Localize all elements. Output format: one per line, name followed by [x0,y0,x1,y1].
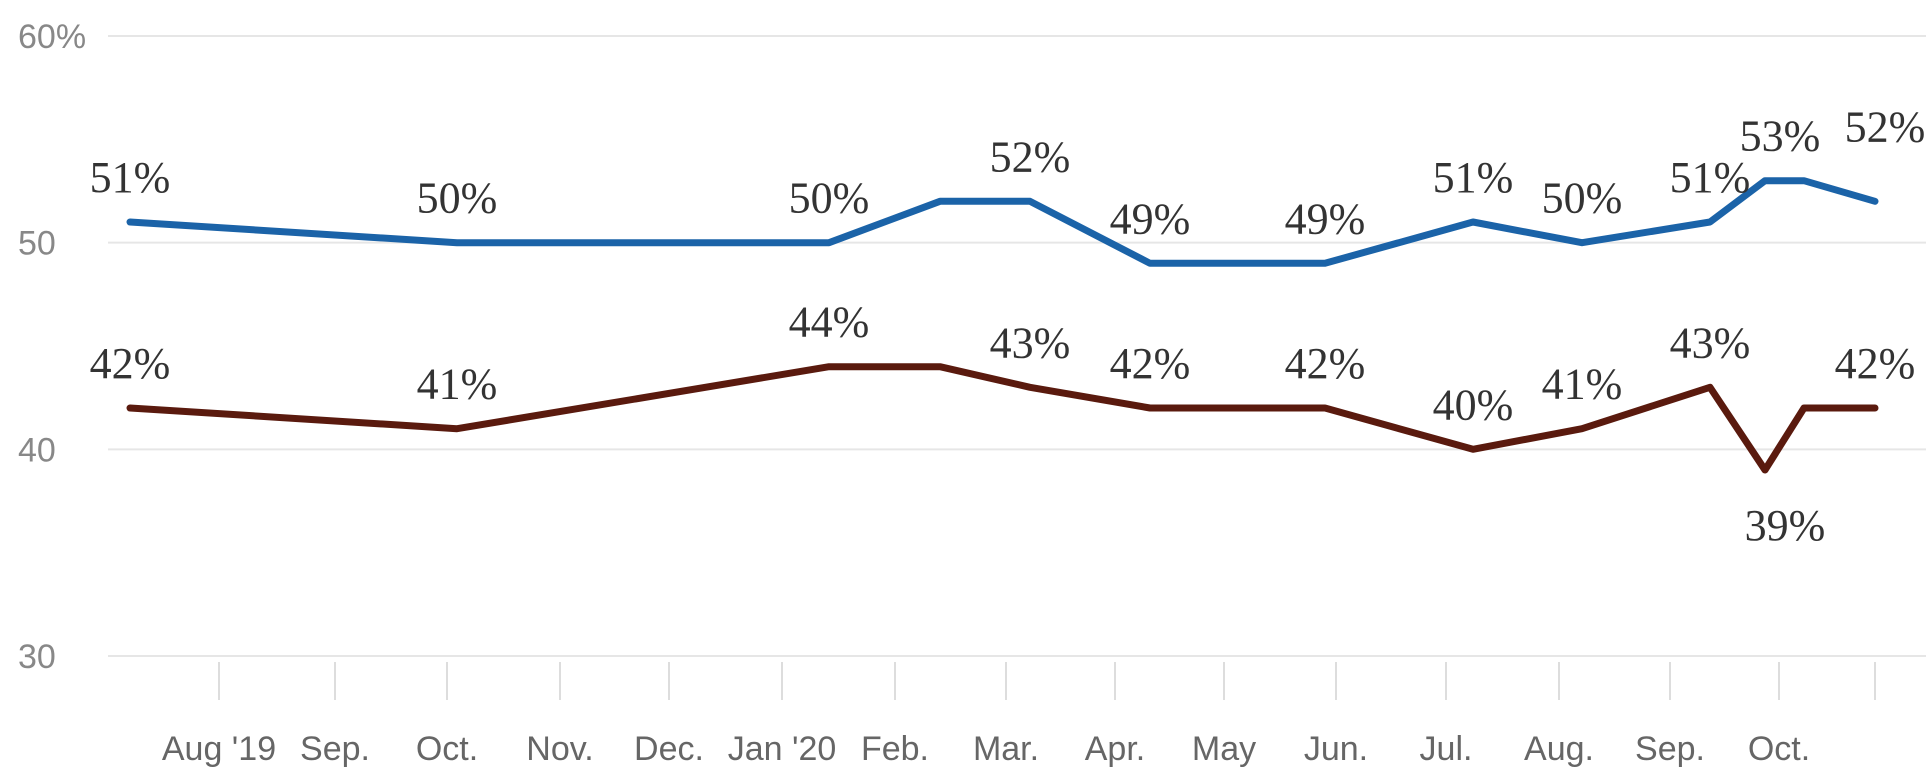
x-tick-label: Dec. [634,730,704,768]
series-line-1 [126,177,1879,267]
data-label: 43% [1670,318,1751,367]
x-tick-label: Aug. [1524,730,1594,768]
data-label: 49% [1285,194,1366,243]
data-label: 52% [1845,102,1926,151]
data-label: 50% [417,174,498,223]
x-tick-label: Oct. [1748,730,1810,768]
x-tick-label: Aug '19 [162,730,276,768]
x-tick-label: Sep. [300,730,370,768]
data-label: 50% [789,174,870,223]
data-label: 49% [1110,194,1191,243]
x-tick-label: Nov. [526,730,593,768]
y-tick-label: 30 [18,638,56,676]
data-label: 42% [1835,339,1916,388]
y-tick-label: 60% [18,18,86,56]
data-label: 51% [90,153,171,202]
x-tick-label: Jan '20 [728,730,837,768]
data-label: 40% [1433,380,1514,429]
x-tick-label: Oct. [416,730,478,768]
data-label: 44% [789,298,870,347]
y-tick-label: 50 [18,225,56,263]
x-tick-label: Mar. [973,730,1039,768]
x-tick-label: Apr. [1085,730,1145,768]
data-label: 43% [990,318,1071,367]
x-tick-label: Jun. [1304,730,1368,768]
series-line-2 [126,363,1879,474]
data-label: 51% [1433,153,1514,202]
data-label: 41% [1542,360,1623,409]
y-tick-label: 40 [18,431,56,469]
data-label: 52% [990,132,1071,181]
data-label: 51% [1670,153,1751,202]
data-label: 41% [417,360,498,409]
x-axis-ticks: Aug '19 Sep. Oct. Nov. Dec. Jan '20 Feb. Mar. Ap… [162,662,1876,768]
series-lines [126,177,1879,474]
data-label: 42% [1110,339,1191,388]
x-tick-label: Jul. [1420,730,1473,768]
x-tick-label: Feb. [861,730,929,768]
data-label: 50% [1542,174,1623,223]
x-tick-label: Sep. [1635,730,1705,768]
data-labels: 51% 50% 50%52%49% 49%51% 50% 51%53% 52%42% 41%4… [90,102,1926,550]
data-label: 53% [1740,112,1821,161]
data-label: 42% [90,339,171,388]
y-axis-ticks: 60% 50 40 30 [18,18,86,676]
data-label: 42% [1285,339,1366,388]
data-label: 39% [1745,501,1826,550]
x-tick-label: May [1192,730,1256,768]
